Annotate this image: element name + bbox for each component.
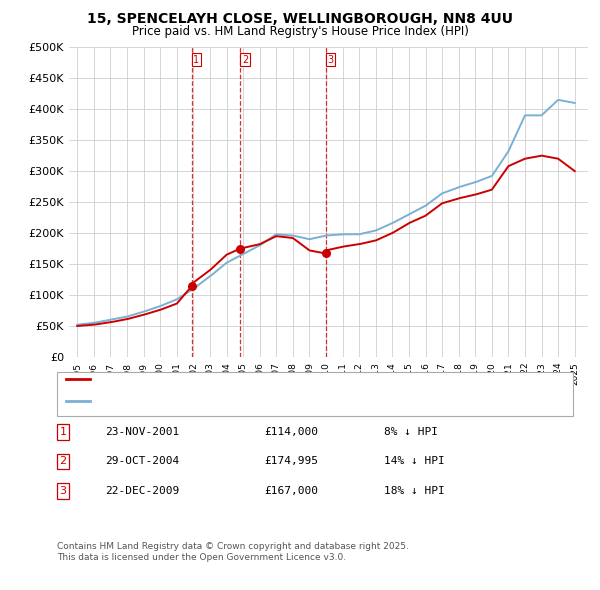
Text: 23-NOV-2001: 23-NOV-2001 (105, 427, 179, 437)
Text: 1: 1 (193, 55, 199, 65)
Text: Contains HM Land Registry data © Crown copyright and database right 2025.
This d: Contains HM Land Registry data © Crown c… (57, 542, 409, 562)
Text: 3: 3 (327, 55, 333, 65)
Text: 1: 1 (59, 427, 67, 437)
Text: £114,000: £114,000 (264, 427, 318, 437)
Text: 15, SPENCELAYH CLOSE, WELLINGBOROUGH, NN8 4UU: 15, SPENCELAYH CLOSE, WELLINGBOROUGH, NN… (87, 12, 513, 26)
Text: 3: 3 (59, 486, 67, 496)
Text: HPI: Average price, detached house, North Northamptonshire: HPI: Average price, detached house, Nort… (96, 396, 416, 406)
Text: 18% ↓ HPI: 18% ↓ HPI (384, 486, 445, 496)
Text: 14% ↓ HPI: 14% ↓ HPI (384, 457, 445, 466)
Text: 29-OCT-2004: 29-OCT-2004 (105, 457, 179, 466)
Text: 8% ↓ HPI: 8% ↓ HPI (384, 427, 438, 437)
Text: £174,995: £174,995 (264, 457, 318, 466)
Text: 22-DEC-2009: 22-DEC-2009 (105, 486, 179, 496)
Text: 2: 2 (242, 55, 248, 65)
Text: £167,000: £167,000 (264, 486, 318, 496)
Text: 2: 2 (59, 457, 67, 466)
Text: Price paid vs. HM Land Registry's House Price Index (HPI): Price paid vs. HM Land Registry's House … (131, 25, 469, 38)
Text: 15, SPENCELAYH CLOSE, WELLINGBOROUGH, NN8 4UU (detached house): 15, SPENCELAYH CLOSE, WELLINGBOROUGH, NN… (96, 374, 477, 384)
